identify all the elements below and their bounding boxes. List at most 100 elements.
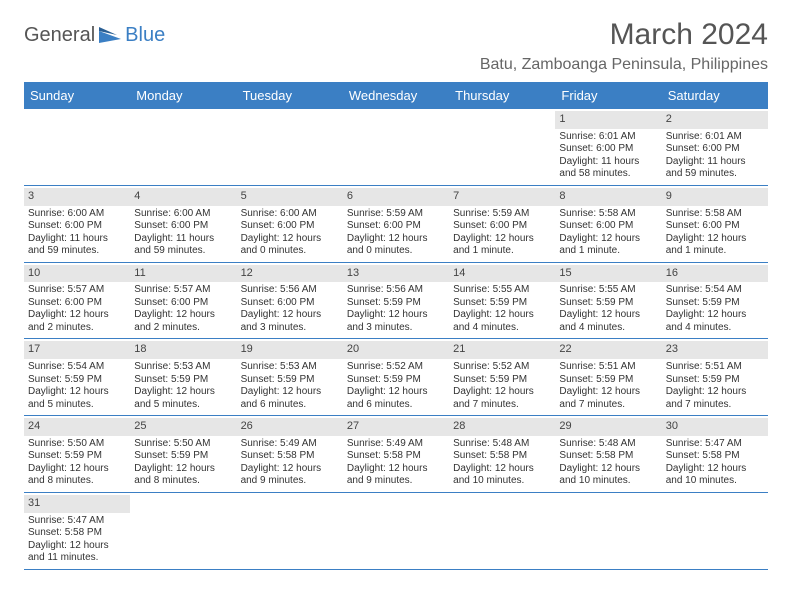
sunset-line: Sunset: 6:00 PM [559, 220, 657, 233]
sunrise-line: Sunrise: 6:00 AM [241, 208, 339, 221]
sunrise-line: Sunrise: 5:54 AM [666, 284, 764, 297]
calendar-cell: 21Sunrise: 5:52 AMSunset: 5:59 PMDayligh… [449, 339, 555, 416]
weekday-wednesday: Wednesday [343, 82, 449, 109]
calendar-cell [555, 493, 661, 570]
calendar-cell [449, 109, 555, 186]
day-number: 13 [343, 265, 449, 283]
sunrise-line: Sunrise: 5:57 AM [134, 284, 232, 297]
daylight-line: Daylight: 12 hours and 10 minutes. [453, 463, 551, 488]
sunset-line: Sunset: 5:58 PM [28, 527, 126, 540]
day-number: 23 [662, 341, 768, 359]
sunrise-line: Sunrise: 5:58 AM [666, 208, 764, 221]
sunset-line: Sunset: 5:59 PM [453, 374, 551, 387]
calendar-cell [24, 109, 130, 186]
sunrise-line: Sunrise: 5:47 AM [666, 438, 764, 451]
sunrise-line: Sunrise: 5:59 AM [453, 208, 551, 221]
sunset-line: Sunset: 6:00 PM [28, 220, 126, 233]
day-number: 15 [555, 265, 661, 283]
daylight-line: Daylight: 12 hours and 11 minutes. [28, 540, 126, 565]
sunrise-line: Sunrise: 5:49 AM [347, 438, 445, 451]
sunset-line: Sunset: 5:58 PM [666, 450, 764, 463]
daylight-line: Daylight: 12 hours and 4 minutes. [559, 309, 657, 334]
calendar-cell: 31Sunrise: 5:47 AMSunset: 5:58 PMDayligh… [24, 493, 130, 570]
calendar-cell: 20Sunrise: 5:52 AMSunset: 5:59 PMDayligh… [343, 339, 449, 416]
weekday-saturday: Saturday [662, 82, 768, 109]
day-number: 12 [237, 265, 343, 283]
calendar-cell: 7Sunrise: 5:59 AMSunset: 6:00 PMDaylight… [449, 186, 555, 263]
sunrise-line: Sunrise: 6:01 AM [559, 131, 657, 144]
daylight-line: Daylight: 12 hours and 10 minutes. [559, 463, 657, 488]
sunset-line: Sunset: 5:58 PM [241, 450, 339, 463]
daylight-line: Daylight: 12 hours and 7 minutes. [666, 386, 764, 411]
sunrise-line: Sunrise: 5:58 AM [559, 208, 657, 221]
daylight-line: Daylight: 12 hours and 2 minutes. [134, 309, 232, 334]
weekday-tuesday: Tuesday [237, 82, 343, 109]
daylight-line: Daylight: 12 hours and 7 minutes. [559, 386, 657, 411]
sunrise-line: Sunrise: 5:51 AM [559, 361, 657, 374]
calendar-cell: 27Sunrise: 5:49 AMSunset: 5:58 PMDayligh… [343, 416, 449, 493]
sunset-line: Sunset: 6:00 PM [241, 220, 339, 233]
sunrise-line: Sunrise: 5:55 AM [453, 284, 551, 297]
sunset-line: Sunset: 6:00 PM [559, 143, 657, 156]
month-title: March 2024 [480, 18, 768, 52]
sunset-line: Sunset: 5:59 PM [559, 297, 657, 310]
sunrise-line: Sunrise: 6:01 AM [666, 131, 764, 144]
sunset-line: Sunset: 5:58 PM [559, 450, 657, 463]
sunset-line: Sunset: 5:59 PM [134, 374, 232, 387]
calendar-cell: 15Sunrise: 5:55 AMSunset: 5:59 PMDayligh… [555, 263, 661, 340]
calendar-cell [237, 493, 343, 570]
calendar-cell: 9Sunrise: 5:58 AMSunset: 6:00 PMDaylight… [662, 186, 768, 263]
sunrise-line: Sunrise: 5:48 AM [453, 438, 551, 451]
calendar-cell: 5Sunrise: 6:00 AMSunset: 6:00 PMDaylight… [237, 186, 343, 263]
sunrise-line: Sunrise: 5:55 AM [559, 284, 657, 297]
calendar-cell: 1Sunrise: 6:01 AMSunset: 6:00 PMDaylight… [555, 109, 661, 186]
calendar-cell: 30Sunrise: 5:47 AMSunset: 5:58 PMDayligh… [662, 416, 768, 493]
logo: General Blue [24, 24, 165, 47]
sunrise-line: Sunrise: 5:56 AM [241, 284, 339, 297]
day-number: 25 [130, 418, 236, 436]
daylight-line: Daylight: 12 hours and 4 minutes. [453, 309, 551, 334]
day-number: 6 [343, 188, 449, 206]
daylight-line: Daylight: 12 hours and 7 minutes. [453, 386, 551, 411]
calendar-cell: 12Sunrise: 5:56 AMSunset: 6:00 PMDayligh… [237, 263, 343, 340]
location: Batu, Zamboanga Peninsula, Philippines [480, 56, 768, 74]
daylight-line: Daylight: 12 hours and 3 minutes. [241, 309, 339, 334]
sunrise-line: Sunrise: 5:53 AM [134, 361, 232, 374]
day-number: 4 [130, 188, 236, 206]
calendar-cell: 3Sunrise: 6:00 AMSunset: 6:00 PMDaylight… [24, 186, 130, 263]
daylight-line: Daylight: 12 hours and 1 minute. [559, 233, 657, 258]
sunset-line: Sunset: 5:59 PM [666, 374, 764, 387]
day-number: 29 [555, 418, 661, 436]
calendar-cell: 6Sunrise: 5:59 AMSunset: 6:00 PMDaylight… [343, 186, 449, 263]
sunset-line: Sunset: 5:59 PM [28, 374, 126, 387]
sunrise-line: Sunrise: 5:49 AM [241, 438, 339, 451]
weekday-monday: Monday [130, 82, 236, 109]
daylight-line: Daylight: 12 hours and 10 minutes. [666, 463, 764, 488]
sunrise-line: Sunrise: 5:53 AM [241, 361, 339, 374]
sunrise-line: Sunrise: 5:47 AM [28, 515, 126, 528]
calendar-cell [130, 109, 236, 186]
daylight-line: Daylight: 11 hours and 58 minutes. [559, 156, 657, 181]
sunrise-line: Sunrise: 6:00 AM [134, 208, 232, 221]
sunset-line: Sunset: 5:59 PM [453, 297, 551, 310]
day-number: 5 [237, 188, 343, 206]
calendar-cell [449, 493, 555, 570]
day-number: 10 [24, 265, 130, 283]
daylight-line: Daylight: 12 hours and 0 minutes. [347, 233, 445, 258]
sunrise-line: Sunrise: 5:54 AM [28, 361, 126, 374]
day-number: 19 [237, 341, 343, 359]
sunrise-line: Sunrise: 5:50 AM [28, 438, 126, 451]
day-number: 26 [237, 418, 343, 436]
sunset-line: Sunset: 6:00 PM [241, 297, 339, 310]
weekday-thursday: Thursday [449, 82, 555, 109]
day-number: 3 [24, 188, 130, 206]
calendar-cell: 19Sunrise: 5:53 AMSunset: 5:59 PMDayligh… [237, 339, 343, 416]
calendar-cell: 28Sunrise: 5:48 AMSunset: 5:58 PMDayligh… [449, 416, 555, 493]
sunrise-line: Sunrise: 5:50 AM [134, 438, 232, 451]
daylight-line: Daylight: 12 hours and 8 minutes. [134, 463, 232, 488]
day-number: 7 [449, 188, 555, 206]
sunrise-line: Sunrise: 5:52 AM [347, 361, 445, 374]
day-number: 22 [555, 341, 661, 359]
day-number: 27 [343, 418, 449, 436]
calendar-cell [662, 493, 768, 570]
